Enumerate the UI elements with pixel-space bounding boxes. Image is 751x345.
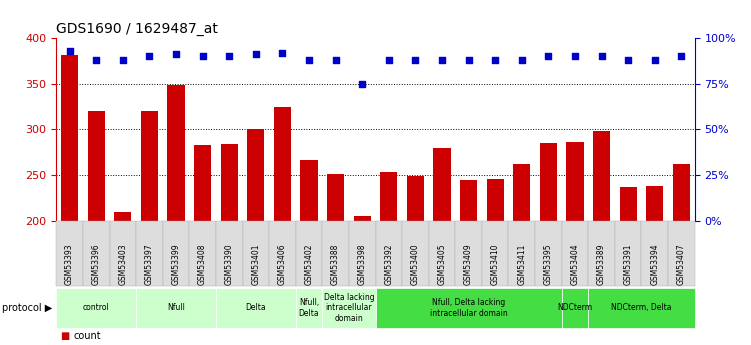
Point <box>463 57 475 63</box>
Point <box>170 52 182 57</box>
Point <box>276 50 288 55</box>
Point <box>303 57 315 63</box>
Point <box>596 53 608 59</box>
Bar <box>140 111 158 345</box>
Bar <box>566 142 584 345</box>
Bar <box>194 145 211 345</box>
Point <box>436 57 448 63</box>
Text: GSM53404: GSM53404 <box>571 243 580 285</box>
Bar <box>114 211 131 345</box>
Point <box>90 57 102 63</box>
Text: Nfull: Nfull <box>167 303 185 313</box>
Bar <box>167 86 185 345</box>
Point <box>649 57 661 63</box>
Point <box>516 57 528 63</box>
Bar <box>407 176 424 345</box>
Point <box>330 57 342 63</box>
Point <box>250 52 262 57</box>
Text: Delta: Delta <box>246 303 266 313</box>
Text: GSM53410: GSM53410 <box>490 243 499 285</box>
Point <box>489 57 501 63</box>
Bar <box>274 107 291 345</box>
Text: GSM53398: GSM53398 <box>357 243 366 285</box>
Text: Delta lacking
intracellular
domain: Delta lacking intracellular domain <box>324 293 374 323</box>
Bar <box>221 144 238 345</box>
Bar <box>380 172 397 345</box>
Point <box>383 57 395 63</box>
Bar <box>300 159 318 345</box>
Text: NDCterm, Delta: NDCterm, Delta <box>611 303 671 313</box>
Point <box>542 53 554 59</box>
Text: GSM53397: GSM53397 <box>145 243 154 285</box>
Text: GSM53408: GSM53408 <box>198 243 207 285</box>
Bar <box>460 180 477 345</box>
Text: GSM53388: GSM53388 <box>331 243 340 285</box>
Text: count: count <box>74 332 101 341</box>
Text: GSM53393: GSM53393 <box>65 243 74 285</box>
Point <box>569 53 581 59</box>
Text: GSM53391: GSM53391 <box>623 243 632 285</box>
Bar <box>620 187 637 345</box>
Text: GSM53406: GSM53406 <box>278 243 287 285</box>
Text: GSM53403: GSM53403 <box>119 243 128 285</box>
Bar <box>327 174 344 345</box>
Bar <box>673 164 690 345</box>
Text: GSM53394: GSM53394 <box>650 243 659 285</box>
Text: Nfull,
Delta: Nfull, Delta <box>299 298 319 318</box>
Point <box>622 57 634 63</box>
Text: GSM53405: GSM53405 <box>438 243 447 285</box>
Bar <box>487 179 504 345</box>
Point <box>64 48 76 53</box>
Text: GSM53401: GSM53401 <box>252 243 261 285</box>
Text: GSM53400: GSM53400 <box>411 243 420 285</box>
Text: GSM53392: GSM53392 <box>385 243 394 285</box>
Point <box>117 57 129 63</box>
Bar <box>513 164 530 345</box>
Point <box>675 53 687 59</box>
Text: GSM53395: GSM53395 <box>544 243 553 285</box>
Point <box>356 81 368 87</box>
Bar <box>540 143 557 345</box>
Text: GSM53402: GSM53402 <box>304 243 313 285</box>
Text: NDCterm: NDCterm <box>557 303 593 313</box>
Point <box>197 53 209 59</box>
Bar <box>247 129 264 345</box>
Bar <box>646 186 663 345</box>
Text: protocol ▶: protocol ▶ <box>2 303 53 313</box>
Text: GSM53390: GSM53390 <box>225 243 234 285</box>
Bar <box>88 111 105 345</box>
Text: GSM53399: GSM53399 <box>171 243 180 285</box>
Bar <box>354 216 371 345</box>
Point <box>143 53 155 59</box>
Text: GSM53409: GSM53409 <box>464 243 473 285</box>
Point <box>409 57 421 63</box>
Text: GSM53407: GSM53407 <box>677 243 686 285</box>
Text: ■: ■ <box>60 332 69 341</box>
Bar <box>433 148 451 345</box>
Bar <box>593 131 611 345</box>
Text: GSM53389: GSM53389 <box>597 243 606 285</box>
Text: GSM53396: GSM53396 <box>92 243 101 285</box>
Text: GDS1690 / 1629487_at: GDS1690 / 1629487_at <box>56 21 219 36</box>
Bar <box>61 55 78 345</box>
Text: control: control <box>83 303 110 313</box>
Text: GSM53411: GSM53411 <box>517 243 526 285</box>
Point <box>223 53 235 59</box>
Text: Nfull, Delta lacking
intracellular domain: Nfull, Delta lacking intracellular domai… <box>430 298 508 318</box>
